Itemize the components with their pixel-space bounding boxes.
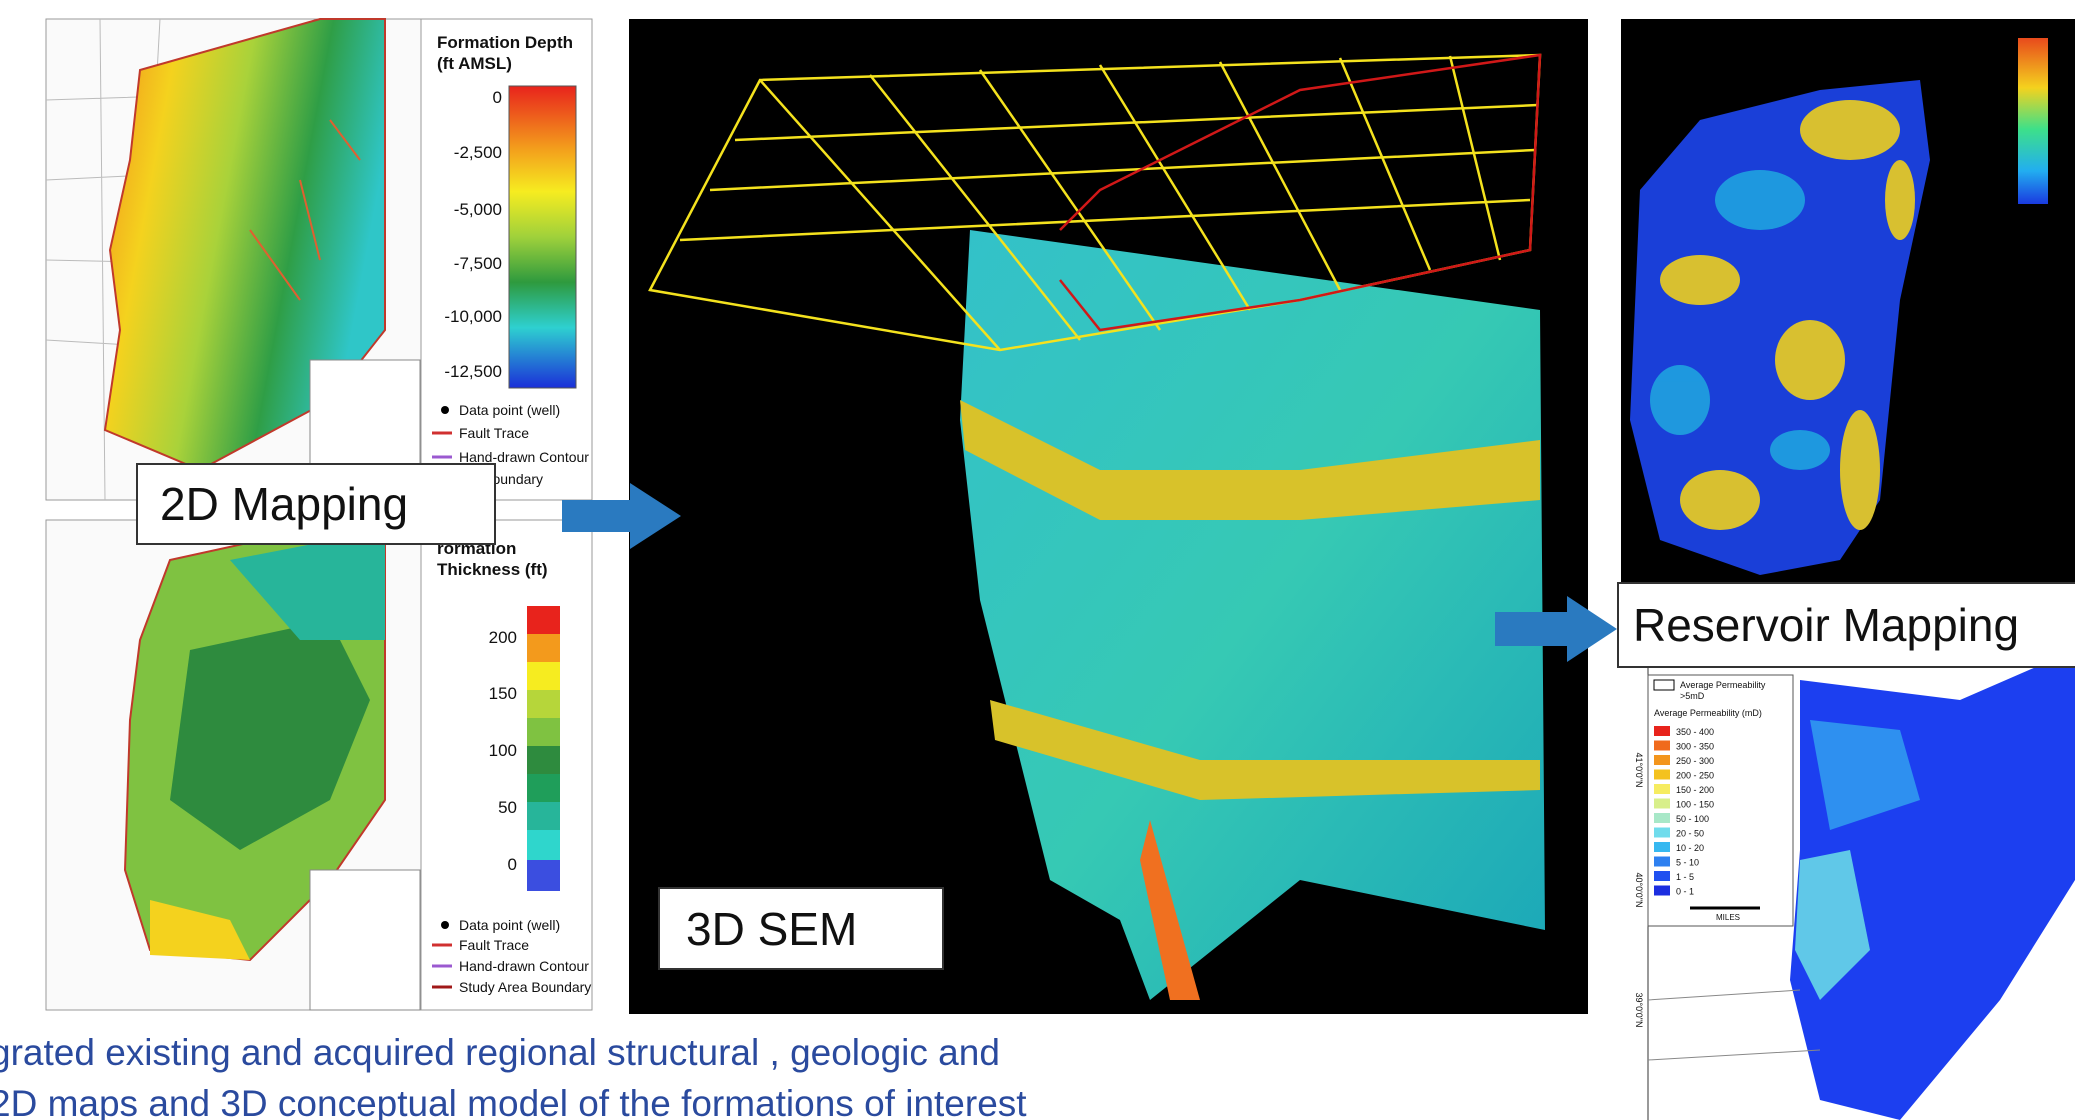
colorbar-tick-label: -12,500 <box>444 362 502 381</box>
permeability-swatches <box>1654 726 1670 896</box>
sem-band <box>1140 820 1200 1000</box>
legend-item: 1 - 5 <box>1676 872 1694 882</box>
legend-item: 150 - 200 <box>1676 785 1714 795</box>
legend-symbol <box>1653 679 1675 691</box>
legend-swatch <box>1654 755 1670 765</box>
thickness-map-edge <box>150 900 250 960</box>
permeability-zone <box>1810 720 1920 830</box>
legend-swatch <box>1654 827 1670 838</box>
legend-item: 200 - 250 <box>1676 771 1714 781</box>
latitude-label: 40°0'0"N <box>1634 872 1644 907</box>
legend-title: Average Permeability (mD) <box>1654 708 1762 718</box>
legend-item: 250 - 300 <box>1676 756 1714 766</box>
scale-label: MILES <box>1716 913 1740 922</box>
colorbar-tick-label: -10,000 <box>444 307 502 326</box>
colorbar-tick-label: 50 <box>498 798 517 817</box>
label-2d-mapping: 2D Mapping <box>136 463 496 545</box>
fault-traces <box>249 119 361 301</box>
text-layer: Formation Depth (ft AMSL) 0 -2,500 -5,000 -7,… <box>432 33 1766 1028</box>
legend-swatch <box>1654 740 1670 751</box>
permeability-zone <box>1795 850 1870 1000</box>
colorbar-tick-label: 150 <box>489 684 517 703</box>
legend-swatch <box>1654 769 1670 780</box>
county-lines <box>1647 989 1821 1061</box>
sem-boundary <box>1059 53 1542 332</box>
county-lines <box>45 18 201 501</box>
legend-item: Data point (well) <box>459 402 560 418</box>
arrow <box>562 483 681 549</box>
legend-swatch <box>1654 784 1670 794</box>
arrow <box>1495 596 1617 662</box>
thickness-map-core <box>170 620 370 850</box>
legend-item: 5 - 10 <box>1676 858 1699 868</box>
colorbar-tick-label: -2,500 <box>454 143 502 162</box>
colorbar-tick-label: 0 <box>493 88 502 107</box>
colorbar-tick-label: -5,000 <box>454 200 502 219</box>
colorbar-tick-label: 0 <box>508 855 517 874</box>
legend-symbol <box>441 406 449 414</box>
legend-swatch <box>1654 798 1670 809</box>
legend-item: Data point (well) <box>459 917 560 933</box>
thickness-legend-frame <box>420 519 593 1011</box>
legend-item: 300 - 350 <box>1676 742 1714 752</box>
depth-colorbar <box>508 85 577 389</box>
legend-swatch <box>1654 842 1670 852</box>
sem-surface <box>960 230 1545 1000</box>
latitude-label: 39°0'0"N <box>1634 992 1644 1027</box>
legend-title: Thickness (ft) <box>437 560 548 579</box>
legend-item: 20 - 50 <box>1676 829 1704 839</box>
legend-item: Hand-drawn Contour <box>459 449 589 465</box>
legend-item: Fault Trace <box>459 937 529 953</box>
legend-item: 50 - 100 <box>1676 814 1709 824</box>
label-reservoir-mapping: Reservoir Mapping <box>1617 582 2075 668</box>
sem-band <box>960 400 1540 520</box>
porosity-patches-mid <box>1650 170 1830 470</box>
colorbar-tick-label: 200 <box>489 628 517 647</box>
legend-item: 100 - 150 <box>1676 800 1714 810</box>
caption-line: 2D maps and 3D conceptual model of the f… <box>0 1083 1027 1120</box>
legend-swatch <box>1654 856 1670 867</box>
legend-item: Average Permeability <box>1680 680 1766 690</box>
legend-swatch <box>1654 885 1670 896</box>
legend-swatch <box>1654 813 1670 823</box>
permeability-legend-frame <box>1647 674 1794 927</box>
legend-title: (ft AMSL) <box>437 54 512 73</box>
legend-item: Study Area Boundary <box>459 979 591 995</box>
legend-item: Hand-drawn Contour <box>459 958 589 974</box>
sem-band <box>990 700 1540 800</box>
porosity-colorbar <box>2018 38 2048 204</box>
legend-item: Fault Trace <box>459 425 529 441</box>
porosity-patches <box>1660 100 1915 530</box>
thickness-colorbar <box>527 606 560 891</box>
label-3d-sem: 3D SEM <box>658 887 944 970</box>
legend-swatch <box>1654 871 1670 881</box>
legend-symbol <box>441 921 449 929</box>
caption-line: grated existing and acquired regional st… <box>0 1032 1000 1073</box>
legend-title: Formation Depth <box>437 33 573 52</box>
colorbar-tick-label: -7,500 <box>454 254 502 273</box>
legend-item: 10 - 20 <box>1676 843 1704 853</box>
legend-item: 0 - 1 <box>1676 887 1694 897</box>
map-info-box <box>309 869 421 1011</box>
colorbar-tick-label: 100 <box>489 741 517 760</box>
legend-swatch <box>1654 726 1670 736</box>
thickness-map-shallow <box>230 530 385 640</box>
legend-item: >5mD <box>1680 691 1705 701</box>
latitude-label: 41°0'0"N <box>1634 752 1644 787</box>
legend-item: 350 - 400 <box>1676 727 1714 737</box>
